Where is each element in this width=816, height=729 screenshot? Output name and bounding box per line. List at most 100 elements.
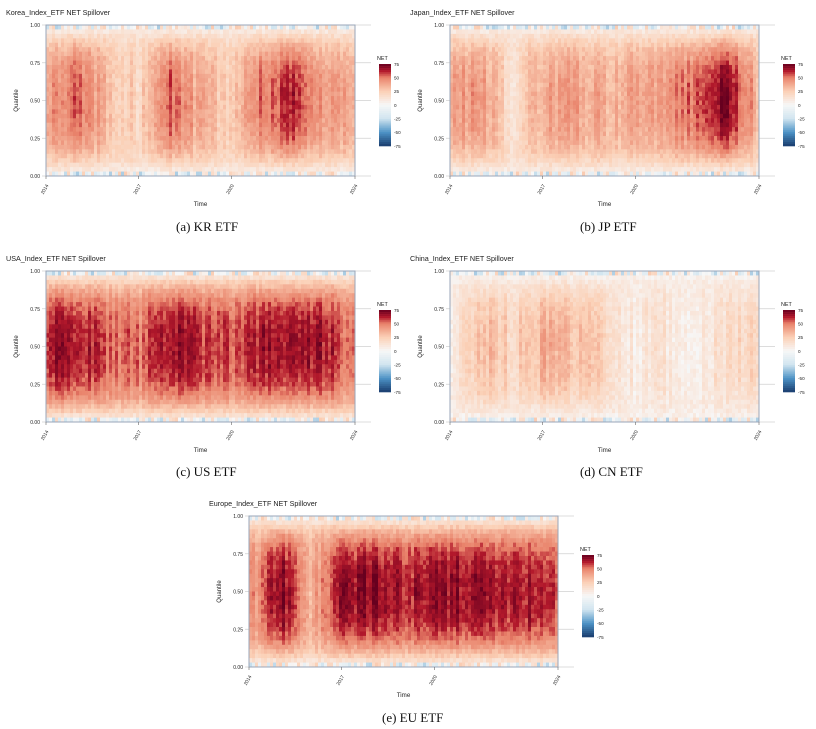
heatmap-cell bbox=[259, 100, 263, 106]
heatmap-cell bbox=[274, 167, 278, 172]
heatmap-cell bbox=[235, 29, 239, 35]
heatmap-cell bbox=[543, 140, 547, 146]
heatmap-cell bbox=[220, 131, 224, 137]
heatmap-cell bbox=[70, 158, 74, 164]
heatmap-cell bbox=[343, 100, 347, 106]
heatmap-cell bbox=[124, 29, 128, 35]
heatmap-cell bbox=[184, 158, 188, 164]
heatmap-cell bbox=[298, 60, 302, 66]
heatmap-cell bbox=[238, 113, 242, 119]
heatmap-cell bbox=[528, 78, 532, 84]
heatmap-cell bbox=[82, 127, 86, 132]
heatmap-cell bbox=[49, 144, 53, 150]
heatmap-cell bbox=[244, 56, 248, 61]
heatmap-cell bbox=[346, 60, 350, 66]
heatmap-cell bbox=[313, 47, 317, 53]
heatmap-cell bbox=[528, 149, 532, 155]
heatmap-cell bbox=[334, 51, 338, 57]
heatmap-cell bbox=[456, 109, 460, 115]
heatmap-cell bbox=[100, 104, 104, 110]
heatmap-cell bbox=[456, 29, 460, 35]
heatmap-cell bbox=[471, 131, 475, 137]
heatmap-cell bbox=[507, 42, 511, 48]
heatmap-cell bbox=[190, 100, 194, 106]
heatmap-cell bbox=[64, 158, 68, 164]
heatmap-cell bbox=[331, 96, 335, 101]
heatmap-cell bbox=[244, 140, 248, 146]
heatmap-cell bbox=[76, 96, 80, 101]
heatmap-cell bbox=[187, 60, 191, 66]
heatmap-cell bbox=[277, 122, 281, 128]
heatmap-cell bbox=[178, 158, 182, 164]
heatmap-cell bbox=[274, 25, 278, 30]
heatmap-cell bbox=[205, 87, 209, 93]
heatmap-cell bbox=[205, 162, 209, 168]
heatmap-cell bbox=[115, 131, 119, 137]
heatmap-cell bbox=[528, 100, 532, 106]
heatmap-cell bbox=[121, 113, 125, 119]
heatmap-cell bbox=[109, 113, 113, 119]
heatmap-cell bbox=[558, 51, 562, 57]
heatmap-cell bbox=[154, 136, 158, 141]
heatmap-cell bbox=[232, 104, 236, 110]
heatmap-cell bbox=[70, 131, 74, 137]
heatmap-cell bbox=[229, 131, 233, 137]
heatmap-cell bbox=[534, 171, 538, 177]
heatmap-cell bbox=[274, 104, 278, 110]
heatmap-cell bbox=[292, 25, 296, 30]
heatmap-cell bbox=[205, 64, 209, 70]
heatmap-cell bbox=[127, 149, 131, 155]
heatmap-cell bbox=[55, 73, 59, 79]
heatmap-cell bbox=[244, 29, 248, 35]
heatmap-cell bbox=[58, 82, 62, 88]
heatmap-cell bbox=[250, 29, 254, 35]
heatmap-cell bbox=[307, 69, 311, 75]
heatmap-cell bbox=[316, 38, 320, 44]
heatmap-cell bbox=[453, 162, 457, 168]
heatmap-cell bbox=[118, 162, 122, 168]
heatmap-cell bbox=[241, 87, 245, 93]
heatmap-cell bbox=[187, 38, 191, 44]
heatmap-cell bbox=[100, 100, 104, 106]
heatmap-cell bbox=[85, 113, 89, 119]
heatmap-cell bbox=[106, 47, 110, 53]
heatmap-cell bbox=[298, 158, 302, 164]
heatmap-cell bbox=[91, 56, 95, 61]
heatmap-cell bbox=[492, 140, 496, 146]
heatmap-cell bbox=[343, 73, 347, 79]
heatmap-cell bbox=[507, 47, 511, 53]
heatmap-cell bbox=[304, 118, 308, 124]
heatmap-cell bbox=[133, 149, 137, 155]
heatmap-cell bbox=[543, 100, 547, 106]
heatmap-cell bbox=[474, 109, 478, 115]
heatmap-cell bbox=[169, 64, 173, 70]
heatmap-cell bbox=[109, 162, 113, 168]
heatmap-cell bbox=[519, 33, 523, 39]
heatmap-cell bbox=[133, 167, 137, 172]
heatmap-cell bbox=[507, 82, 511, 88]
heatmap-cell bbox=[97, 38, 101, 44]
heatmap-cell bbox=[298, 153, 302, 159]
heatmap-cell bbox=[546, 73, 550, 79]
heatmap-cell bbox=[52, 51, 56, 57]
heatmap-cell bbox=[142, 118, 146, 124]
heatmap-cell bbox=[340, 42, 344, 48]
heatmap-cell bbox=[142, 56, 146, 61]
heatmap-cell bbox=[238, 96, 242, 101]
heatmap-cell bbox=[205, 56, 209, 61]
heatmap-cell bbox=[226, 96, 230, 101]
heatmap-cell bbox=[139, 78, 143, 84]
heatmap-cell bbox=[139, 144, 143, 150]
heatmap-cell bbox=[307, 104, 311, 110]
heatmap-cell bbox=[61, 25, 65, 30]
heatmap-cell bbox=[148, 82, 152, 88]
heatmap-cell bbox=[64, 127, 68, 132]
heatmap-cell bbox=[250, 118, 254, 124]
heatmap-cell bbox=[549, 122, 553, 128]
heatmap-cell bbox=[531, 113, 535, 119]
heatmap-cell bbox=[226, 73, 230, 79]
heatmap-cell bbox=[340, 56, 344, 61]
heatmap-cell bbox=[301, 69, 305, 75]
heatmap-cell bbox=[274, 113, 278, 119]
heatmap-cell bbox=[169, 118, 173, 124]
